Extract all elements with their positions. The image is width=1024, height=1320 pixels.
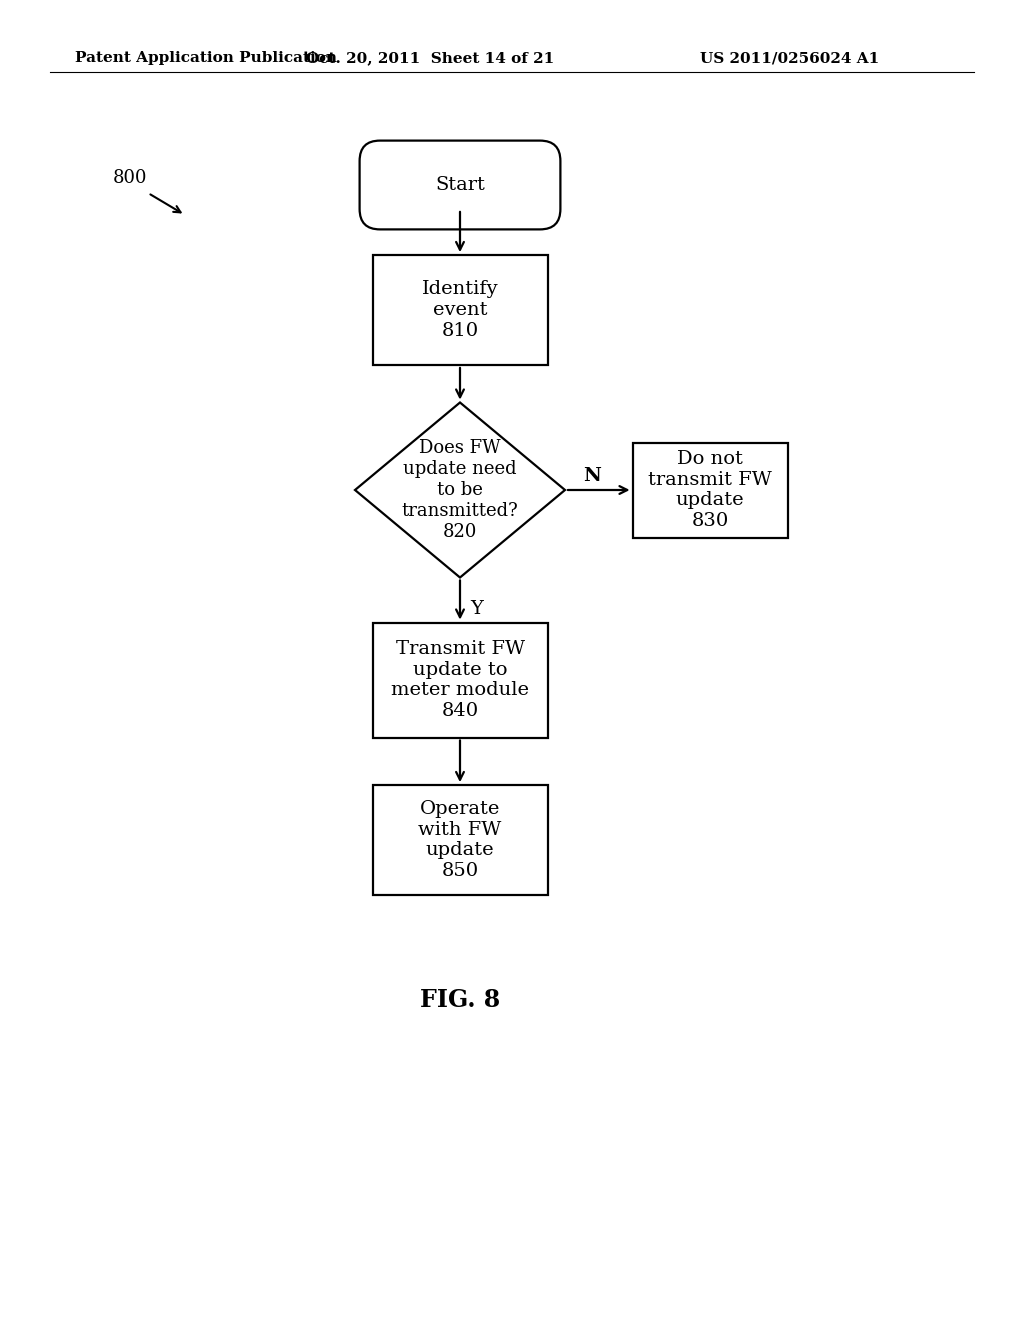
Text: Oct. 20, 2011  Sheet 14 of 21: Oct. 20, 2011 Sheet 14 of 21 bbox=[306, 51, 554, 65]
Text: Start: Start bbox=[435, 176, 485, 194]
Bar bbox=[633, 442, 787, 537]
Text: Y: Y bbox=[470, 599, 483, 618]
Text: Transmit FW
update to
meter module
840: Transmit FW update to meter module 840 bbox=[391, 640, 529, 721]
Text: Patent Application Publication: Patent Application Publication bbox=[75, 51, 337, 65]
Text: Does FW
update need
to be
transmitted?
820: Does FW update need to be transmitted? 8… bbox=[401, 440, 518, 541]
Text: Operate
with FW
update
850: Operate with FW update 850 bbox=[419, 800, 502, 880]
Text: Do not
transmit FW
update
830: Do not transmit FW update 830 bbox=[648, 450, 772, 531]
Text: FIG. 8: FIG. 8 bbox=[420, 987, 500, 1012]
Bar bbox=[373, 785, 548, 895]
Bar bbox=[373, 255, 548, 366]
Bar bbox=[373, 623, 548, 738]
Text: 800: 800 bbox=[113, 169, 147, 187]
Polygon shape bbox=[355, 403, 565, 578]
Text: US 2011/0256024 A1: US 2011/0256024 A1 bbox=[700, 51, 880, 65]
Text: N: N bbox=[583, 467, 601, 484]
FancyBboxPatch shape bbox=[359, 141, 560, 230]
Text: Identify
event
810: Identify event 810 bbox=[422, 280, 499, 339]
